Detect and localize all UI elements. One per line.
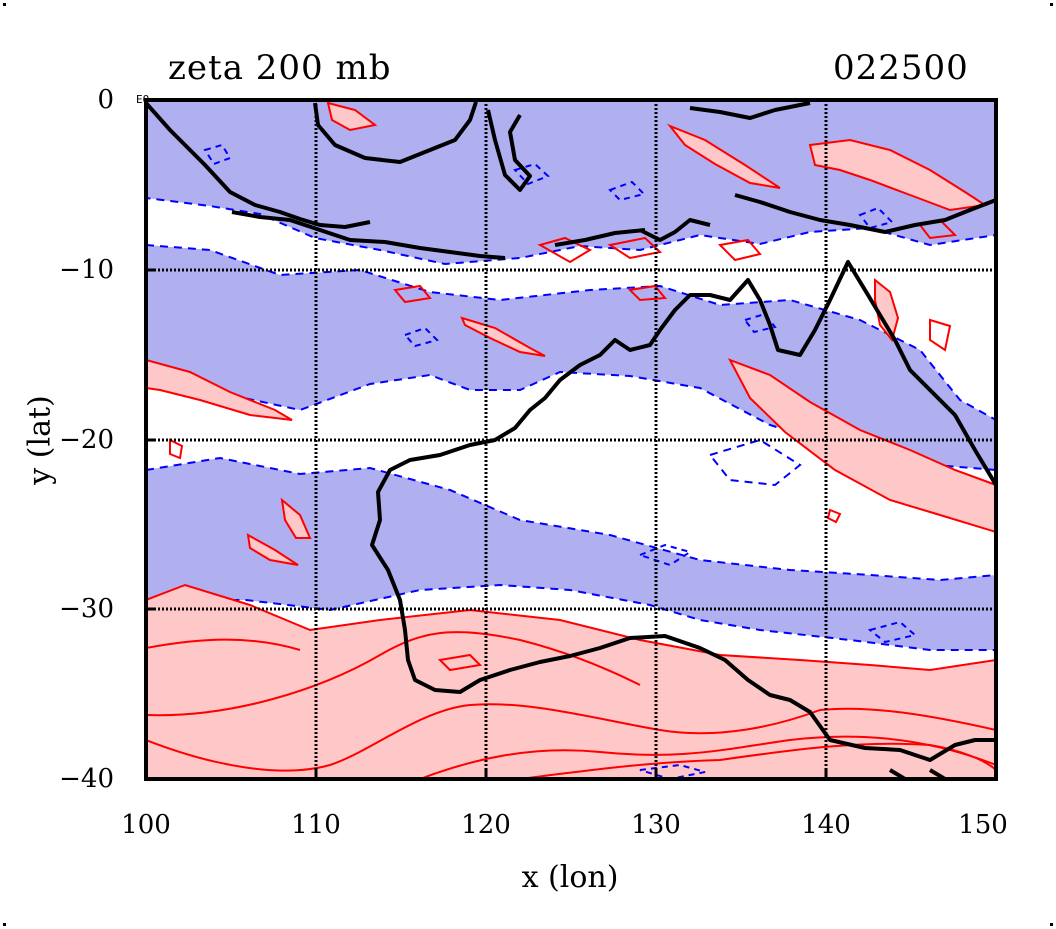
corner-mark-bottom-right [1050,923,1053,926]
positive-patch-530 [246,533,299,566]
y-tick-minus-40: −40 [59,764,114,794]
coast-newguinea [689,101,996,234]
x-tick-140: 140 [801,810,851,840]
negative-patch-east [708,438,802,487]
coast-timor [554,228,646,247]
positive-region-southwest [146,583,996,779]
negative-region-south [146,456,996,651]
coast-sumatra [146,101,371,229]
x-axis-label: x (lon) [521,860,619,895]
y-tick-minus-30: −30 [59,594,114,624]
corner-mark-top-left [3,3,6,6]
contour-line-4 [146,638,301,651]
contour-line-3 [419,735,996,779]
positive-vorticity-areas [146,101,996,779]
y-tick-minus-20: −20 [59,425,114,455]
positive-strip-east [727,358,996,534]
corner-mark-bottom-left [3,923,6,926]
positive-strip-pole [874,277,900,343]
y-tick-0: 0 [97,85,114,115]
coast-java [231,210,506,260]
grid-lines [146,100,996,779]
coast-australia [370,260,996,762]
contour-line-5 [519,742,996,779]
chart-timestamp: 022500 [833,48,969,88]
y-tick-eq: EQ [136,93,150,106]
x-tick-110: 110 [291,810,341,840]
x-tick-130: 130 [631,810,681,840]
positive-strip-northeast [808,138,988,212]
coast-borneo [313,101,478,164]
plot-frame [144,98,998,781]
x-tick-100: 100 [121,810,171,840]
x-tick-120: 120 [461,810,511,840]
chart-title: zeta 200 mb [168,48,392,88]
negative-region-north [146,100,996,266]
y-tick-minus-10: −10 [59,255,114,285]
coast-arnhem [639,218,711,242]
x-tick-150: 150 [958,810,1008,840]
positive-strip-central [460,316,546,357]
positive-strip-north [666,123,781,189]
coastline-outline [146,101,996,779]
coast-sulawesi [486,109,532,192]
corner-mark-top-right [1050,3,1053,6]
y-axis-label: y (lat) [22,395,58,485]
map-layers [146,100,996,779]
positive-strip-gulf [326,101,378,132]
positive-patch-510 [280,497,312,539]
contour-line-2 [146,703,996,772]
positive-strip-west [146,358,293,421]
